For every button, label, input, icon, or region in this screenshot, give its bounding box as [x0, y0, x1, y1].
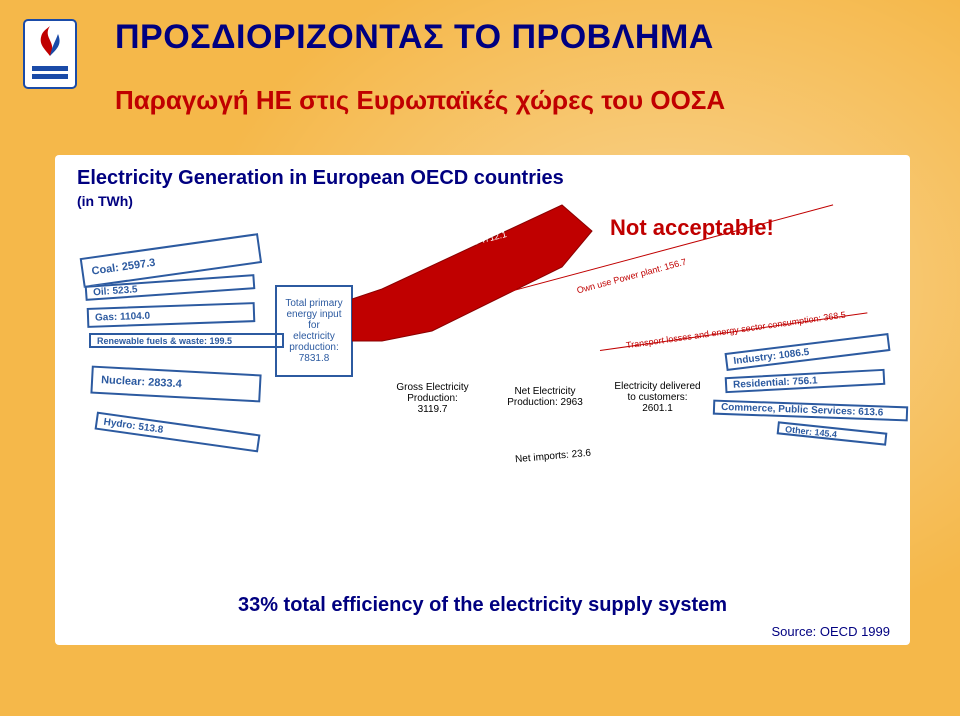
deliv-val: 2601.1 — [610, 403, 705, 414]
input-box-l4: production: — [281, 342, 347, 353]
net-imports-label: Net imports: 23.6 — [515, 448, 592, 466]
source-label: Source: OECD 1999 — [771, 624, 890, 639]
output-other: Other: 145.4 — [777, 421, 888, 445]
slide-title: ΠΡΟΣΔΙΟΡΙΖΟΝΤΑΣ ΤΟ ΠΡΟΒΛΗΜΑ — [115, 18, 920, 57]
gross-l1: Gross Electricity — [390, 382, 475, 393]
gross-val: 3119.7 — [390, 404, 475, 415]
chart-title: Electricity Generation in European OECD … — [77, 167, 564, 190]
output-industry: Industry: 1086.5 — [725, 333, 891, 371]
gross-production: Gross Electricity Production: 3119.7 — [390, 375, 475, 421]
net-production: Net Electricity Production: 2963 — [500, 379, 590, 415]
input-box-l1: Total primary — [281, 298, 347, 309]
chart-unit: (in TWh) — [77, 193, 133, 209]
input-box-l2: energy input for — [281, 309, 347, 331]
input-gas: Gas: 1104.0 — [87, 302, 256, 328]
output-residential: Residential: 756.1 — [725, 369, 886, 393]
deliv-l2: to customers: — [610, 392, 705, 403]
efficiency-statement: 33% total efficiency of the electricity … — [55, 594, 910, 617]
output-commerce: Commerce, Public Services: 613.6 — [713, 400, 908, 422]
company-logo — [22, 18, 78, 90]
input-hydro: Hydro: 513.8 — [95, 412, 261, 453]
input-renewable: Renewable fuels & waste: 199.5 — [89, 333, 284, 348]
total-input-box: Total primary energy input for electrici… — [275, 285, 353, 377]
chart-container: Electricity Generation in European OECD … — [55, 155, 910, 645]
deliv-l1: Electricity delivered — [610, 381, 705, 392]
input-box-value: 7831.8 — [281, 353, 347, 364]
conversion-loss-shape — [352, 191, 602, 381]
not-acceptable-label: Not acceptable! — [610, 215, 774, 241]
input-box-l3: electricity — [281, 331, 347, 342]
slide-subtitle: Παραγωγή ΗΕ στις Ευρωπαϊκές χώρες του ΟΟ… — [115, 85, 920, 116]
delivered: Electricity delivered to customers: 2601… — [610, 377, 705, 417]
input-nuclear: Nuclear: 2833.4 — [90, 366, 261, 403]
gross-l2: Production: — [390, 393, 475, 404]
